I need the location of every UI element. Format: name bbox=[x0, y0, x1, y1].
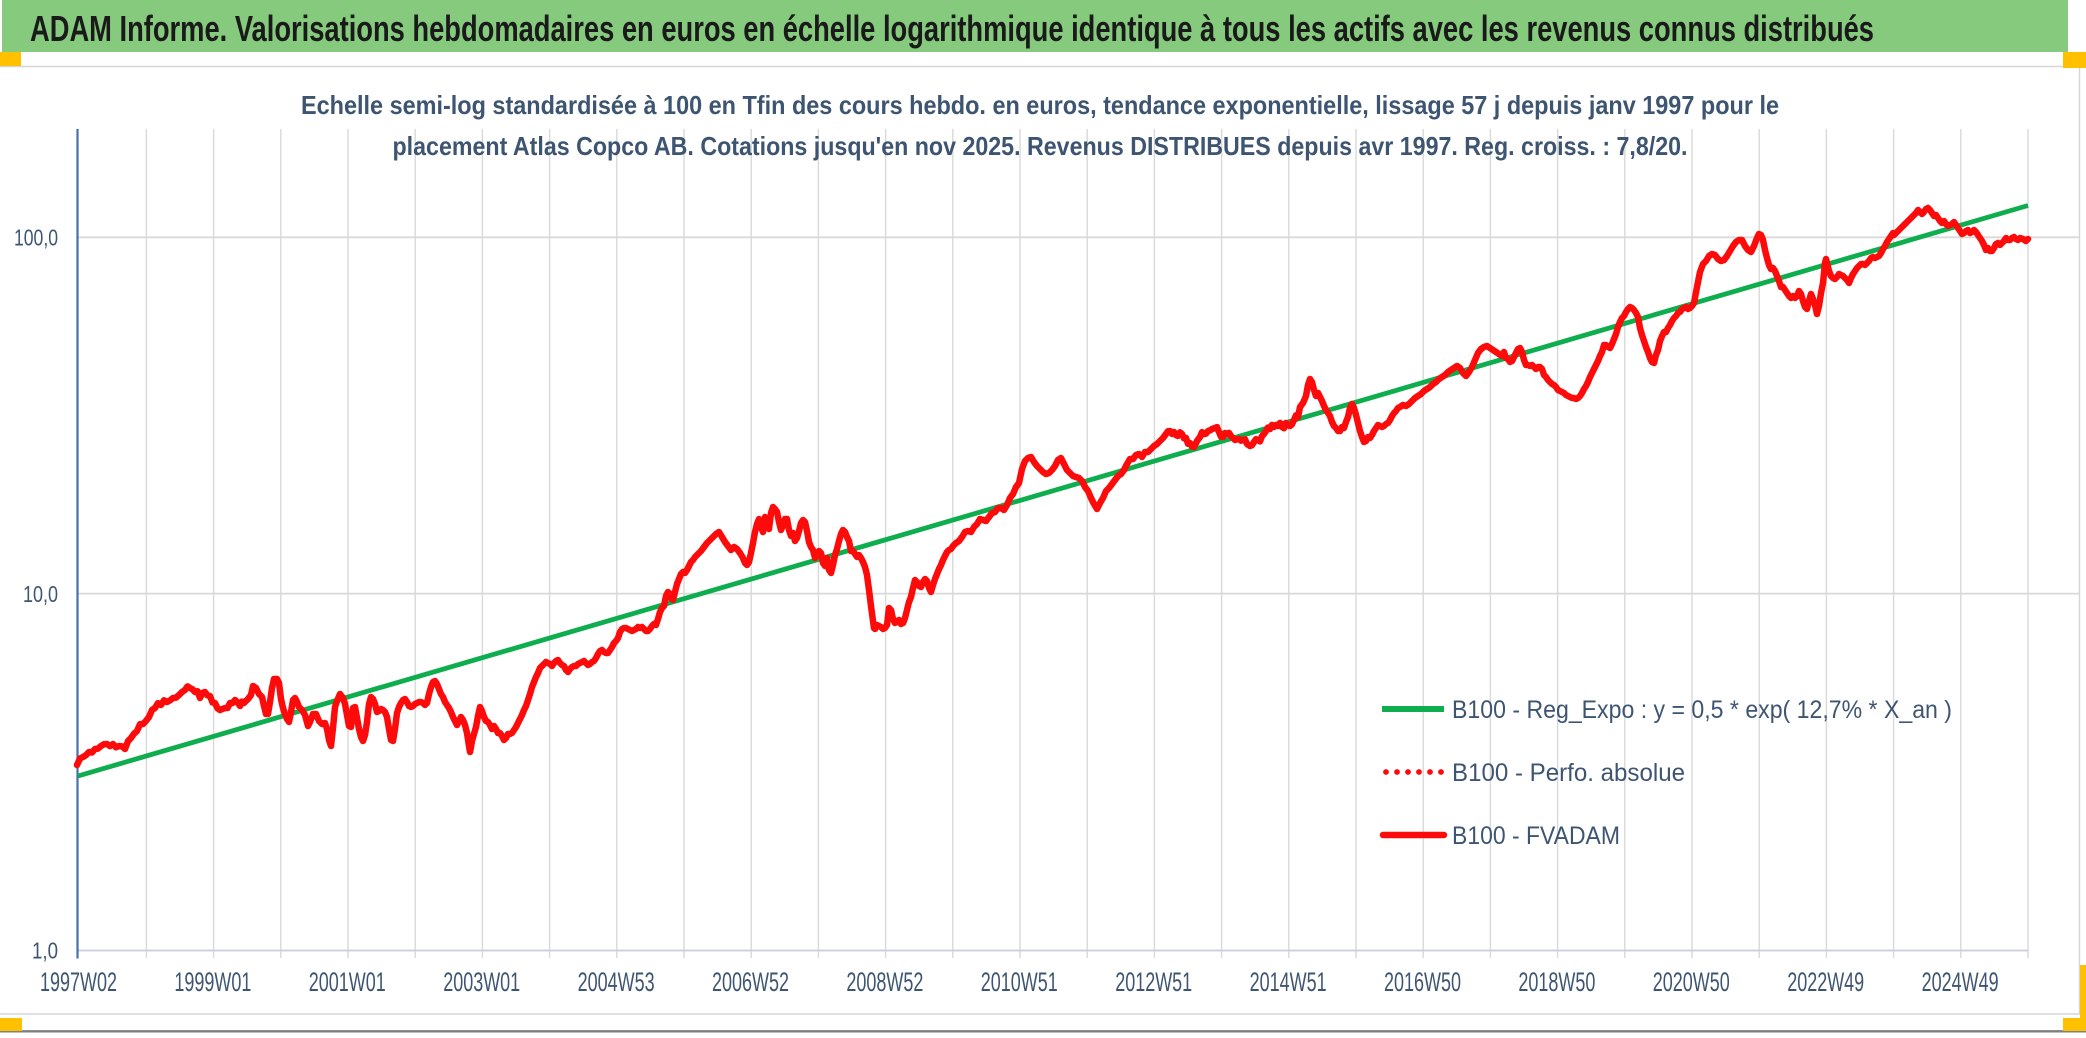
svg-text:B100 - Reg_Expo : y = 0,5 * ex: B100 - Reg_Expo : y = 0,5 * exp( 12,7% *… bbox=[1452, 696, 1952, 724]
svg-text:2004W53: 2004W53 bbox=[578, 967, 655, 997]
svg-text:2010W51: 2010W51 bbox=[981, 967, 1058, 997]
svg-text:2006W52: 2006W52 bbox=[712, 967, 789, 997]
svg-text:Echelle semi-log standardisée: Echelle semi-log standardisée à 100 en T… bbox=[301, 90, 1779, 120]
svg-text:2012W51: 2012W51 bbox=[1115, 967, 1192, 997]
svg-text:2003W01: 2003W01 bbox=[443, 967, 520, 997]
svg-text:1997W02: 1997W02 bbox=[40, 967, 117, 997]
svg-text:1999W01: 1999W01 bbox=[174, 967, 251, 997]
svg-text:100,0: 100,0 bbox=[14, 225, 58, 251]
svg-text:1,0: 1,0 bbox=[32, 938, 58, 964]
svg-text:10,0: 10,0 bbox=[23, 581, 58, 607]
svg-text:2022W49: 2022W49 bbox=[1787, 967, 1864, 997]
svg-text:placement Atlas Copco AB. Cota: placement Atlas Copco AB. Cotations jusq… bbox=[393, 131, 1688, 161]
svg-text:ADAM Informe. Valorisations he: ADAM Informe. Valorisations hebdomadaire… bbox=[30, 8, 1874, 49]
svg-text:2014W51: 2014W51 bbox=[1250, 967, 1327, 997]
svg-text:2016W50: 2016W50 bbox=[1384, 967, 1461, 997]
svg-text:2020W50: 2020W50 bbox=[1653, 967, 1730, 997]
svg-text:2008W52: 2008W52 bbox=[846, 967, 923, 997]
svg-text:B100 - FVADAM: B100 - FVADAM bbox=[1452, 822, 1620, 850]
svg-text:B100 - Perfo. absolue: B100 - Perfo. absolue bbox=[1452, 759, 1685, 787]
svg-text:2024W49: 2024W49 bbox=[1922, 967, 1999, 997]
svg-text:2018W50: 2018W50 bbox=[1518, 967, 1595, 997]
svg-text:2001W01: 2001W01 bbox=[309, 967, 386, 997]
